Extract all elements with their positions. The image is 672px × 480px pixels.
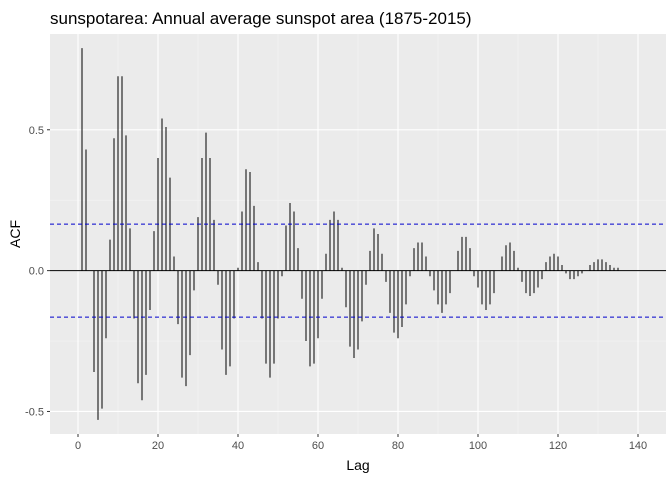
y-tick-label: -0.5 xyxy=(25,406,44,418)
x-tick-label: 20 xyxy=(152,440,164,452)
y-tick-label: 0.0 xyxy=(29,266,44,278)
y-axis: -0.5 0.0 0.5 xyxy=(25,125,50,418)
y-tick-label: 0.5 xyxy=(29,125,44,137)
x-tick-label: 100 xyxy=(469,440,487,452)
x-tick-label: 140 xyxy=(629,440,647,452)
y-axis-title: ACF xyxy=(7,220,23,248)
x-axis-title: Lag xyxy=(346,457,369,473)
x-tick-label: 40 xyxy=(232,440,244,452)
x-tick-label: 60 xyxy=(312,440,324,452)
x-axis: 0 20 40 60 80 100 120 140 xyxy=(75,434,647,452)
acf-bars xyxy=(81,48,619,420)
x-tick-label: 80 xyxy=(392,440,404,452)
chart-title: sunspotarea: Annual average sunspot area… xyxy=(50,9,472,28)
x-tick-label: 120 xyxy=(549,440,567,452)
x-tick-label: 0 xyxy=(75,440,81,452)
